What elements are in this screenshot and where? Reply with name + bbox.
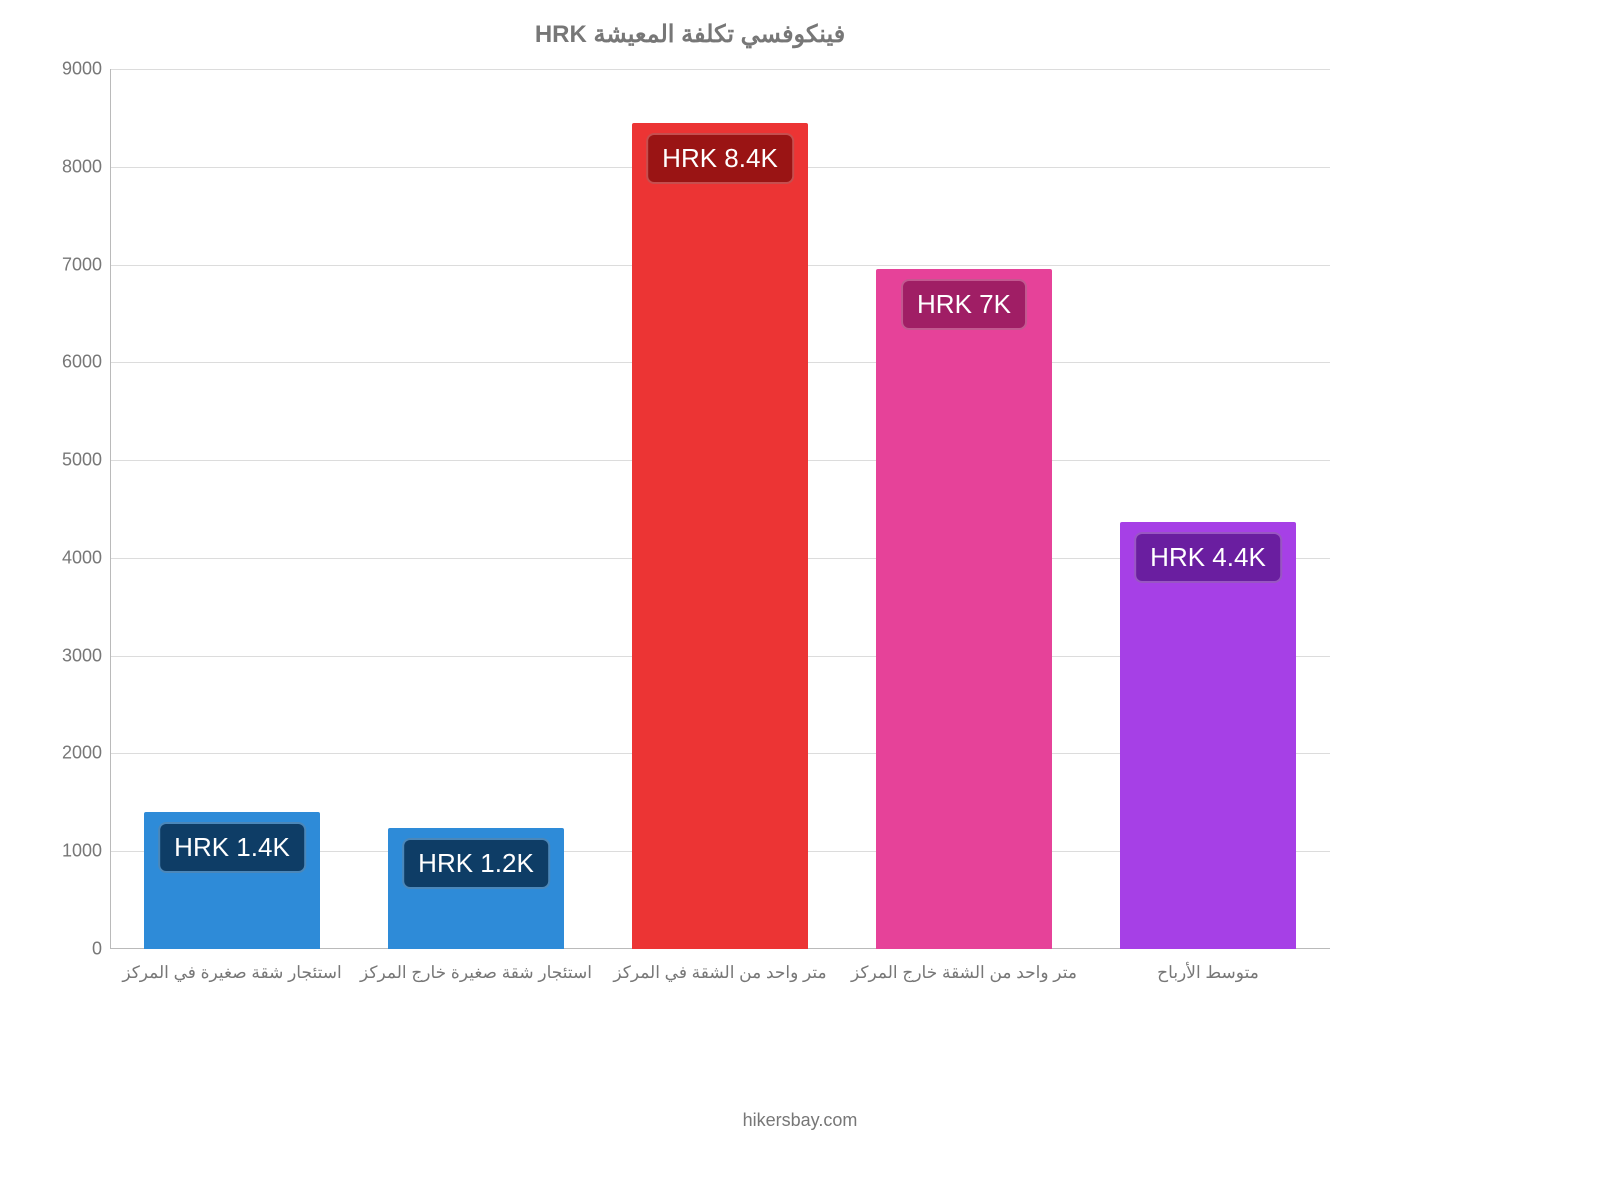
bar: HRK 7K (876, 269, 1052, 949)
x-axis-labels: استئجار شقة صغيرة في المركزاستئجار شقة ص… (110, 963, 1330, 983)
plot-area: 0100020003000400050006000700080009000 HR… (50, 69, 1330, 949)
bar-value-label: HRK 7K (903, 281, 1025, 328)
chart-title: فينكوفسي تكلفة المعيشة HRK (50, 20, 1330, 49)
y-tick-label: 9000 (50, 59, 102, 80)
footer-attribution: hikersbay.com (0, 1110, 1600, 1131)
y-tick-label: 5000 (50, 450, 102, 471)
chart-container: فينكوفسي تكلفة المعيشة HRK 0 1000 2000 3000… (50, 20, 1330, 1020)
y-tick-label: 7000 (50, 254, 102, 275)
bar-slot: HRK 1.4K (110, 69, 354, 949)
y-axis: 0100020003000400050006000700080009000 (50, 69, 110, 949)
y-tick-label: 1000 (50, 841, 102, 862)
bars-group: HRK 1.4K HRK 1.2K HRK 8.4K HRK 7K HRK 4.4K (110, 69, 1330, 949)
y-tick-label: 4000 (50, 547, 102, 568)
x-axis-label: استئجار شقة صغيرة في المركز (110, 963, 354, 983)
x-axis-label: استئجار شقة صغيرة خارج المركز (354, 963, 598, 983)
y-tick-label: 6000 (50, 352, 102, 373)
bar-value-label: HRK 1.4K (160, 824, 304, 871)
y-tick-label: 3000 (50, 645, 102, 666)
bar-slot: HRK 1.2K (354, 69, 598, 949)
bar: HRK 1.4K (144, 812, 320, 949)
bar-slot: HRK 4.4K (1086, 69, 1330, 949)
y-tick-label: 0 (50, 939, 102, 960)
bar-slot: HRK 8.4K (598, 69, 842, 949)
bar: HRK 1.2K (388, 828, 564, 949)
bar-value-label: HRK 4.4K (1136, 534, 1280, 581)
bar: HRK 8.4K (632, 123, 808, 949)
y-tick-label: 8000 (50, 156, 102, 177)
x-axis-label: متوسط الأرباح (1086, 963, 1330, 983)
x-axis-label: متر واحد من الشقة خارج المركز (842, 963, 1086, 983)
x-axis-label: متر واحد من الشقة في المركز (598, 963, 842, 983)
bar-value-label: HRK 8.4K (648, 135, 792, 182)
bar-value-label: HRK 1.2K (404, 840, 548, 887)
bar: HRK 4.4K (1120, 522, 1296, 949)
y-tick-label: 2000 (50, 743, 102, 764)
bar-slot: HRK 7K (842, 69, 1086, 949)
